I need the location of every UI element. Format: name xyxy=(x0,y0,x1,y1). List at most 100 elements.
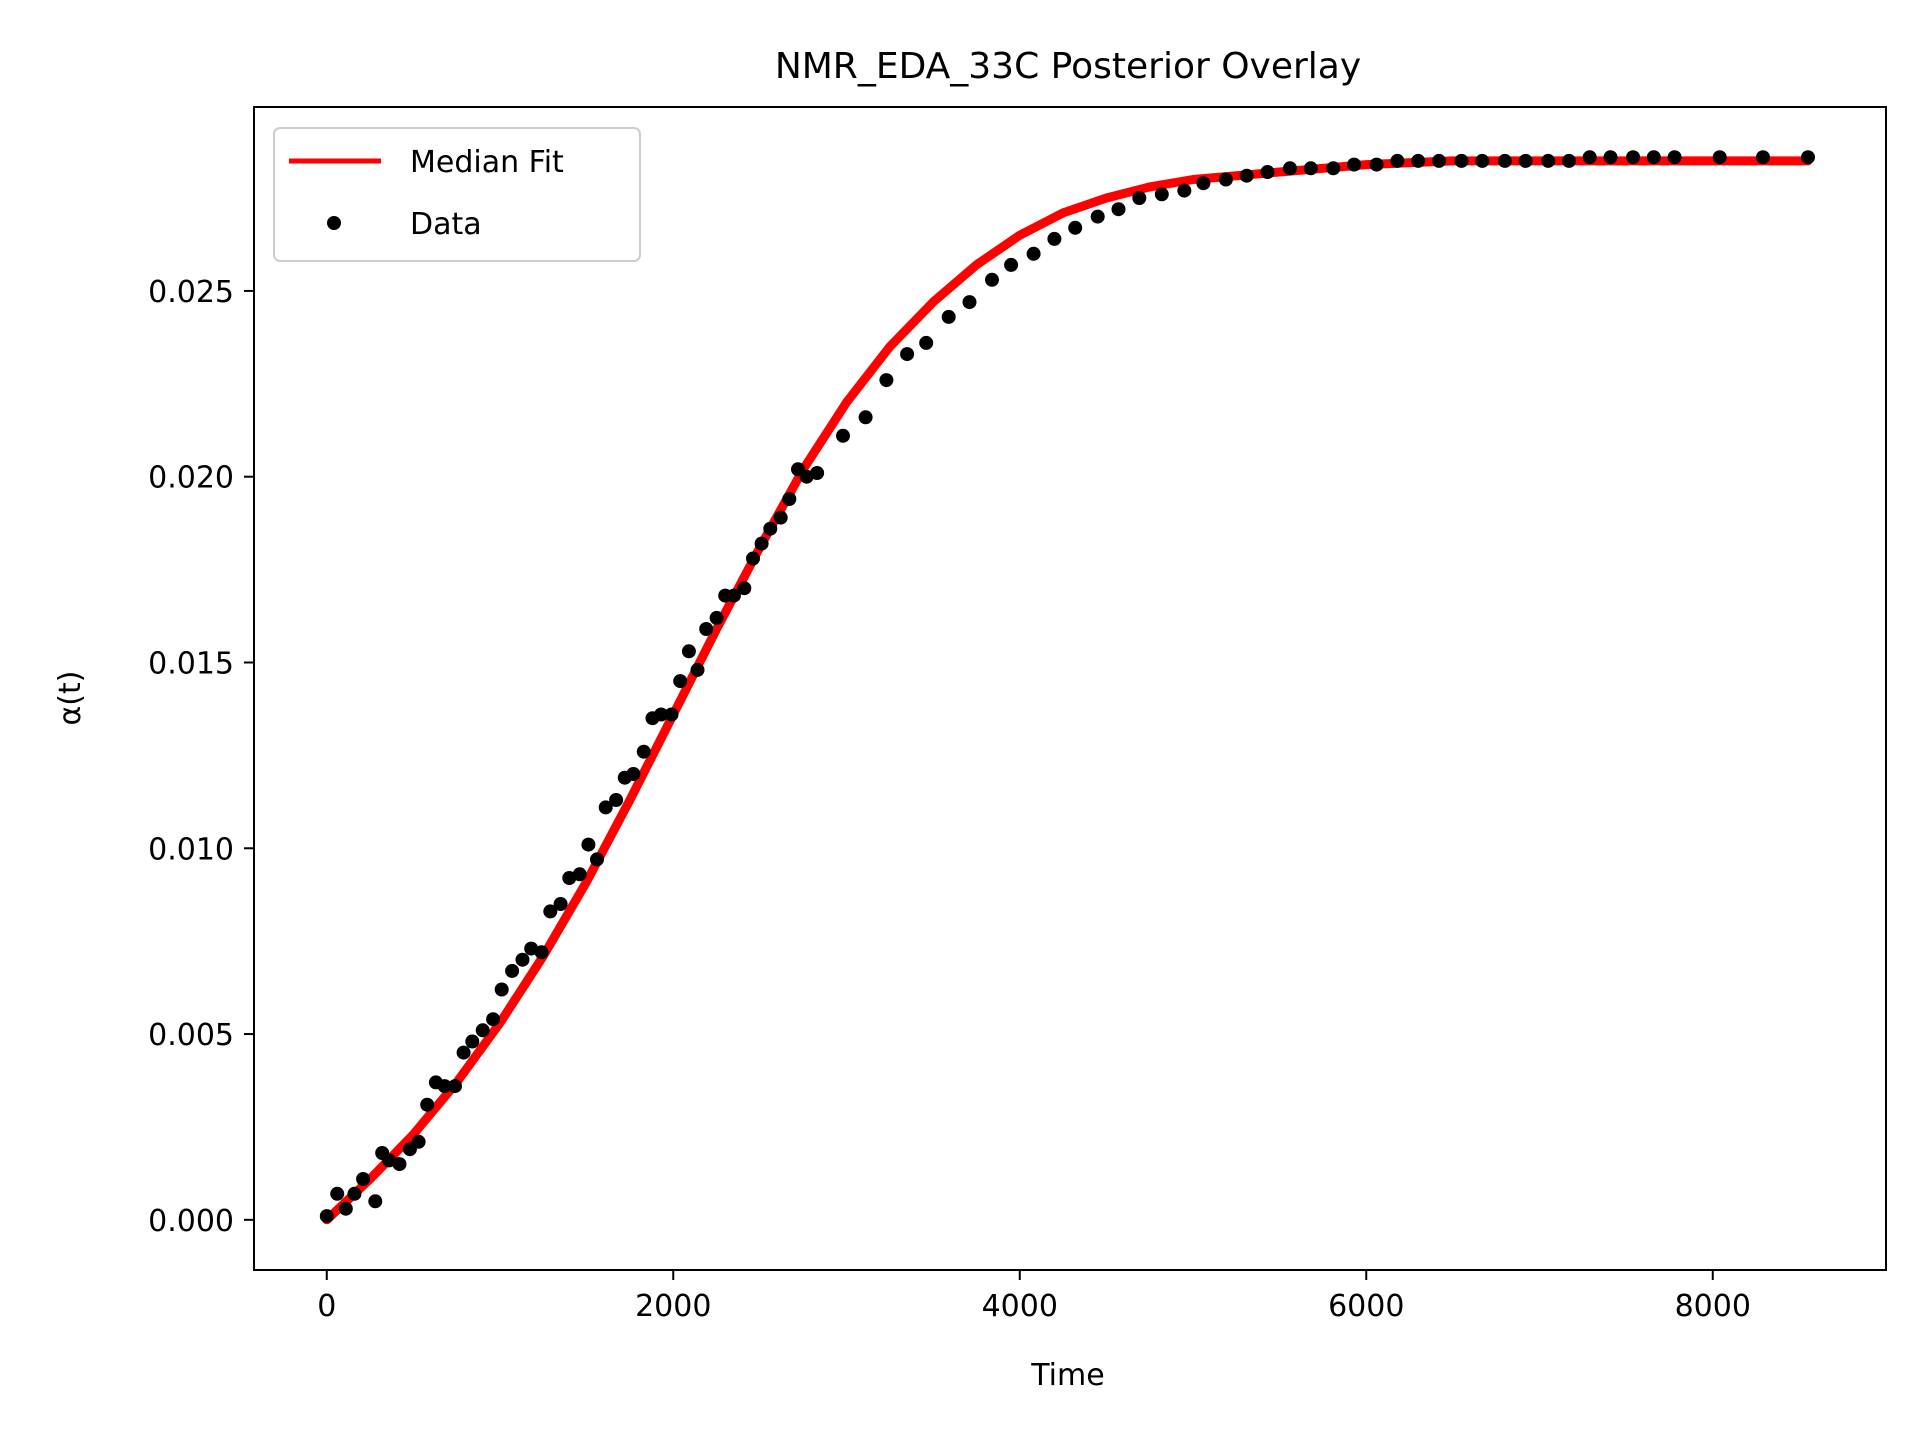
data-point xyxy=(581,837,596,852)
data-point xyxy=(486,1012,501,1027)
x-tick-label: 0 xyxy=(317,1289,336,1324)
data-point xyxy=(1432,153,1446,168)
x-tick-label: 4000 xyxy=(982,1289,1058,1324)
data-point xyxy=(1218,172,1233,187)
data-point xyxy=(1646,150,1661,165)
data-point xyxy=(1562,153,1576,168)
data-point xyxy=(1177,183,1192,198)
data-point xyxy=(1047,231,1062,246)
data-point xyxy=(505,963,520,978)
legend-swatch-data xyxy=(327,216,341,230)
data-point xyxy=(900,347,915,362)
data-point xyxy=(465,1034,480,1049)
data-point xyxy=(338,1201,353,1216)
data-point xyxy=(782,492,797,506)
x-axis: 0 2000 4000 6000 8000 xyxy=(317,1270,1751,1324)
data-point xyxy=(1582,150,1597,165)
data-point xyxy=(673,674,688,689)
data-point xyxy=(553,897,568,911)
data-point xyxy=(590,852,604,867)
data-point xyxy=(626,767,641,781)
data-point xyxy=(654,707,669,722)
data-point xyxy=(773,510,788,525)
plot-border xyxy=(253,106,1887,1271)
data-point xyxy=(737,581,752,596)
data-point xyxy=(962,295,977,310)
data-point xyxy=(1004,257,1019,272)
data-point xyxy=(1068,220,1083,235)
data-point xyxy=(347,1186,362,1201)
data-point xyxy=(572,867,587,882)
data-point xyxy=(494,982,509,997)
data-point xyxy=(699,622,714,636)
data-point xyxy=(985,272,999,287)
data-point xyxy=(515,952,530,967)
data-point xyxy=(330,1186,345,1201)
y-tick-label: 0.020 xyxy=(148,461,234,496)
x-tick-label: 2000 xyxy=(635,1289,711,1324)
data-point xyxy=(392,1157,407,1172)
data-point xyxy=(636,744,651,759)
y-axis-label: α(t) xyxy=(53,671,88,726)
x-tick-label: 8000 xyxy=(1675,1289,1751,1324)
data-point xyxy=(1196,176,1211,191)
y-tick-label: 0.010 xyxy=(148,832,234,867)
data-point xyxy=(941,309,956,324)
y-tick-label: 0.015 xyxy=(148,646,234,681)
data-point xyxy=(1154,187,1169,202)
data-point xyxy=(543,904,558,919)
data-point xyxy=(475,1023,490,1038)
data-points-layer xyxy=(319,150,1815,1224)
data-point xyxy=(858,410,873,425)
data-point xyxy=(1475,153,1490,168)
data-point xyxy=(1303,161,1318,176)
data-point xyxy=(1390,153,1405,168)
data-point xyxy=(919,335,934,350)
y-tick-label: 0.025 xyxy=(148,275,234,310)
data-point xyxy=(763,521,778,536)
median-fit-line xyxy=(322,156,1813,1225)
data-point xyxy=(879,373,894,388)
data-point xyxy=(1326,161,1341,176)
data-point xyxy=(1603,150,1618,165)
data-point xyxy=(754,536,769,551)
data-point xyxy=(534,945,549,960)
legend-label-median-fit: Median Fit xyxy=(410,145,564,180)
data-point xyxy=(1026,246,1041,261)
x-tick-label: 6000 xyxy=(1328,1289,1404,1324)
data-point xyxy=(709,610,724,625)
data-point xyxy=(1411,153,1426,168)
data-point xyxy=(1369,157,1384,172)
data-point xyxy=(1497,153,1512,168)
data-point xyxy=(681,644,696,659)
data-point xyxy=(1111,202,1126,217)
data-point xyxy=(1667,150,1682,165)
data-point xyxy=(1239,168,1254,183)
data-point xyxy=(411,1134,426,1149)
data-point xyxy=(1283,161,1297,176)
data-point xyxy=(746,551,760,566)
data-point xyxy=(437,1079,452,1094)
data-point xyxy=(356,1172,371,1186)
data-point xyxy=(836,428,850,443)
data-point xyxy=(1347,157,1362,172)
data-point xyxy=(456,1045,471,1060)
data-point xyxy=(726,588,741,603)
chart-title: NMR_EDA_33C Posterior Overlay xyxy=(775,46,1361,87)
data-point xyxy=(664,707,679,722)
data-point xyxy=(598,800,613,815)
data-point xyxy=(1541,153,1556,168)
y-tick-label: 0.005 xyxy=(148,1018,234,1053)
legend: Median Fit Data xyxy=(273,127,641,262)
legend-label-data: Data xyxy=(410,207,482,242)
plot-area xyxy=(254,107,1886,1270)
data-point xyxy=(319,1209,334,1224)
data-point xyxy=(448,1079,462,1094)
data-point xyxy=(1626,150,1641,165)
x-axis-label: Time xyxy=(1030,1358,1104,1393)
data-point xyxy=(1132,191,1147,205)
data-point xyxy=(810,466,825,480)
data-point xyxy=(690,662,705,677)
data-point xyxy=(1712,150,1727,165)
